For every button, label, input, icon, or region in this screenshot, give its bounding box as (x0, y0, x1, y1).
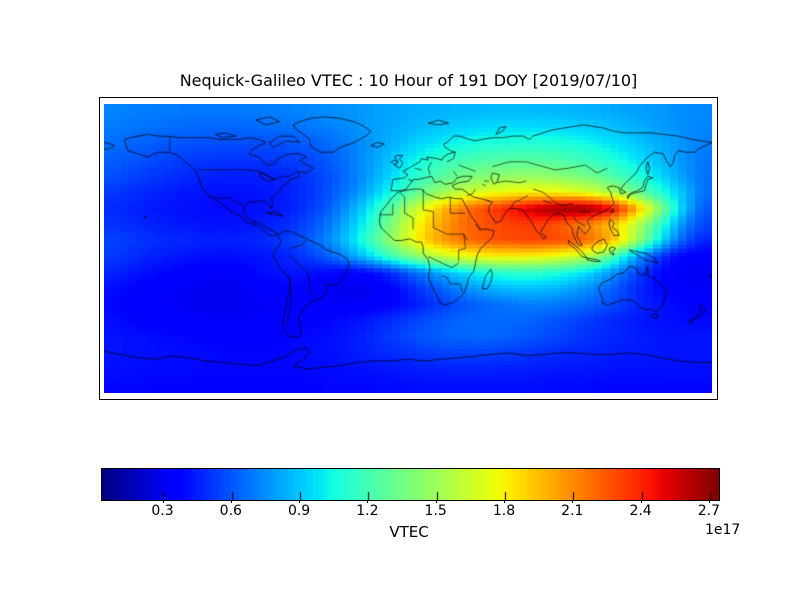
colorbar-frame (101, 468, 720, 501)
colorbar-tick-mark (162, 500, 164, 503)
colorbar-tick-label: 0.6 (219, 503, 242, 519)
colorbar (102, 469, 719, 500)
colorbar-tick-mark (708, 500, 710, 503)
colorbar-tick-label: 1.8 (492, 503, 516, 519)
colorbar-tick-mark (367, 500, 369, 503)
chart-title: Nequick-Galileo VTEC : 10 Hour of 191 DO… (179, 71, 638, 90)
colorbar-tick-label: 0.3 (151, 503, 174, 519)
colorbar-tick-mark (435, 500, 437, 503)
colorbar-tick-label: 0.9 (287, 503, 311, 519)
colorbar-offset-label: 1e17 (705, 522, 741, 538)
colorbar-tick-mark (640, 500, 642, 503)
coastlines-overlay (104, 104, 712, 393)
colorbar-tick-label: 2.4 (629, 503, 652, 519)
colorbar-label: VTEC (389, 523, 429, 541)
colorbar-tick-label: 2.1 (561, 503, 584, 519)
colorbar-tick-mark (504, 500, 505, 503)
colorbar-tick-label: 1.5 (424, 503, 447, 519)
colorbar-tick-label: 1.2 (356, 503, 379, 519)
colorbar-tick-mark (299, 500, 301, 503)
colorbar-tick-mark (230, 500, 232, 503)
colorbar-tick-label: 2.7 (697, 503, 721, 519)
colorbar-tick-mark (572, 500, 574, 503)
